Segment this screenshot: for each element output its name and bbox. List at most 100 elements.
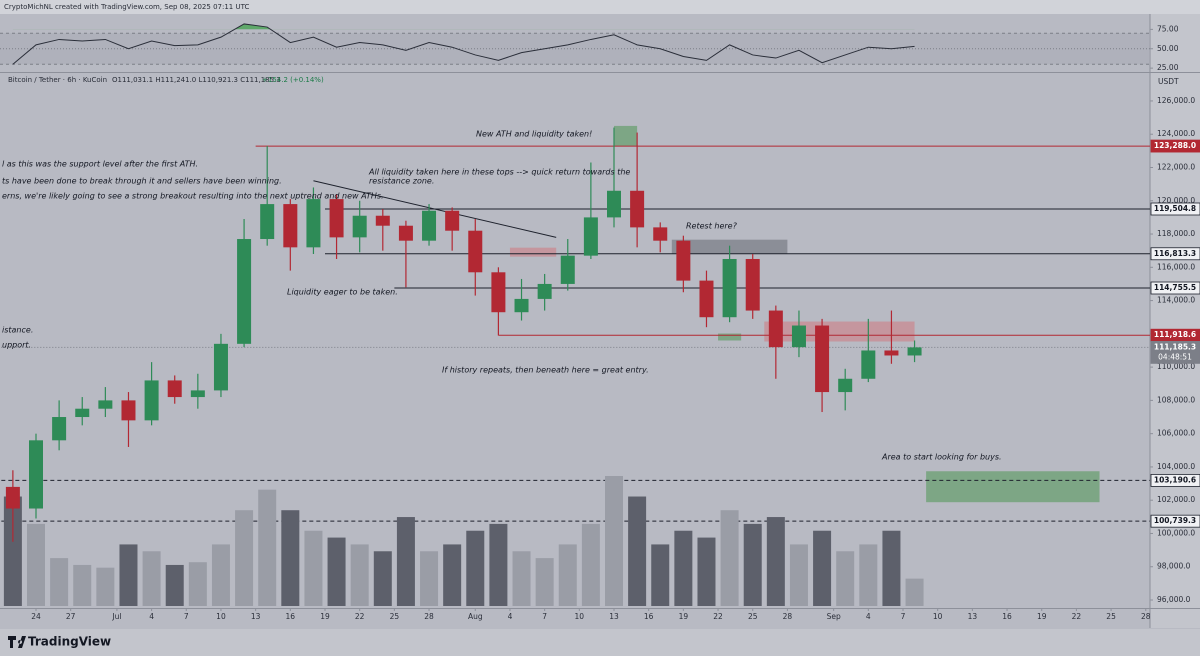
candle-body	[5, 486, 20, 509]
y-tick-label: 104,000.0	[1157, 462, 1195, 471]
x-tick-label: 13	[251, 612, 261, 621]
x-tick-label: 28	[783, 612, 793, 621]
volume-bar	[697, 537, 716, 606]
level-label: 103,190.6	[1154, 475, 1196, 484]
annotation: Retest here?	[686, 222, 738, 231]
y-tick-label: 110,000.0	[1157, 362, 1195, 371]
annotation: erns, we're likely going to see a strong…	[2, 192, 384, 201]
candle-body	[375, 215, 390, 226]
volume-bar	[581, 523, 600, 606]
level-label-box	[1150, 202, 1200, 216]
volume-bar	[96, 567, 115, 606]
volume-bar	[489, 523, 508, 606]
x-tick-label: Jul	[111, 612, 121, 621]
candle-body	[884, 350, 899, 356]
candle-body	[121, 400, 136, 421]
y-tick-label: 102,000.0	[1157, 495, 1195, 504]
volume-bar	[350, 544, 369, 606]
volume-bar	[142, 551, 161, 606]
y-tick-label: 120,000.0	[1157, 196, 1195, 205]
annotation: istance.	[2, 326, 33, 335]
volume-bar	[235, 510, 254, 606]
level-label-box	[1150, 473, 1200, 487]
rsi-overbought	[12, 23, 915, 30]
candle-body	[306, 199, 321, 248]
candle-body	[213, 343, 228, 391]
trendline	[313, 180, 557, 238]
zone	[614, 125, 638, 146]
x-tick-label: 7	[901, 612, 906, 621]
x-tick-label: 22	[713, 612, 723, 621]
x-tick-label: 10	[575, 612, 585, 621]
candle-body	[29, 440, 43, 509]
annotation: l as this was the support level after th…	[2, 160, 198, 169]
x-tick-label: 25	[748, 612, 758, 621]
brand-icon	[8, 636, 26, 648]
level-label: 119,504.8	[1154, 204, 1196, 213]
volume-bar	[327, 537, 346, 606]
annotation: Area to start looking for buys.	[881, 453, 1002, 462]
candle-body	[352, 215, 367, 238]
x-tick-label: 19	[320, 612, 330, 621]
candle-body	[537, 283, 552, 299]
rsi-band	[0, 33, 1150, 65]
level-label-box	[1150, 281, 1200, 295]
y-tick-label: 118,000.0	[1157, 229, 1195, 238]
volume-bar	[3, 496, 22, 606]
candle-body	[560, 255, 575, 284]
x-tick-label: 4	[866, 612, 871, 621]
candle-body	[768, 310, 783, 348]
candle-body	[329, 199, 344, 238]
y-tick-label: 116,000.0	[1157, 262, 1195, 271]
zone	[926, 471, 1100, 503]
volume-bar	[836, 551, 855, 606]
y-tick-label: 106,000.0	[1157, 429, 1195, 438]
y-tick-label: 98,000.0	[1157, 562, 1191, 571]
volume-bar	[373, 551, 392, 606]
volume-bar	[304, 530, 323, 606]
candle-body	[491, 272, 506, 313]
x-tick-label: 4	[508, 612, 513, 621]
candle-body	[283, 204, 298, 248]
x-tick-label: 10	[933, 612, 943, 621]
header-text: CryptoMichNL created with TradingView.co…	[4, 3, 249, 11]
candle-body	[722, 258, 737, 318]
volume-bar	[789, 544, 808, 606]
x-tick-label: 19	[1037, 612, 1047, 621]
annotation: If history repeats, then beneath here = …	[442, 366, 649, 375]
candle-body	[468, 230, 483, 273]
candle-body	[583, 217, 598, 256]
annotation: New ATH and liquidity taken!	[476, 130, 592, 139]
x-tick-label: 25	[1106, 612, 1116, 621]
volume-bar	[674, 530, 693, 606]
annotation: upport.	[2, 341, 31, 350]
y-tick-label: 124,000.0	[1157, 129, 1195, 138]
annotation: resistance zone.	[369, 177, 434, 186]
change-label: +154.2 (+0.14%)	[262, 76, 324, 84]
volume-bar	[50, 558, 69, 606]
volume-bar	[766, 517, 785, 606]
annotation: All liquidity taken here in these tops -…	[368, 168, 630, 177]
level-label: 111,185.3	[1154, 342, 1196, 351]
candle-body	[630, 190, 645, 228]
volume-bar	[605, 476, 623, 606]
candle-body	[907, 347, 922, 356]
candle-body	[237, 239, 252, 344]
candle-body	[791, 325, 806, 348]
zone	[718, 333, 742, 341]
zone	[509, 247, 557, 257]
x-tick-label: 25	[390, 612, 400, 621]
candle-body	[144, 380, 159, 421]
candle-body	[75, 408, 90, 418]
candle-body	[745, 258, 760, 311]
x-tick-label: 4	[149, 612, 154, 621]
volume-bar	[165, 564, 184, 606]
volume-bar	[905, 578, 924, 606]
level-label-box	[1150, 139, 1200, 153]
x-tick-label: 7	[184, 612, 189, 621]
volume-bar	[211, 544, 230, 606]
annotations: New ATH and liquidity taken! All liquidi…	[2, 130, 1002, 462]
x-tick-label: 24	[31, 612, 41, 621]
x-tick-label: 16	[644, 612, 654, 621]
